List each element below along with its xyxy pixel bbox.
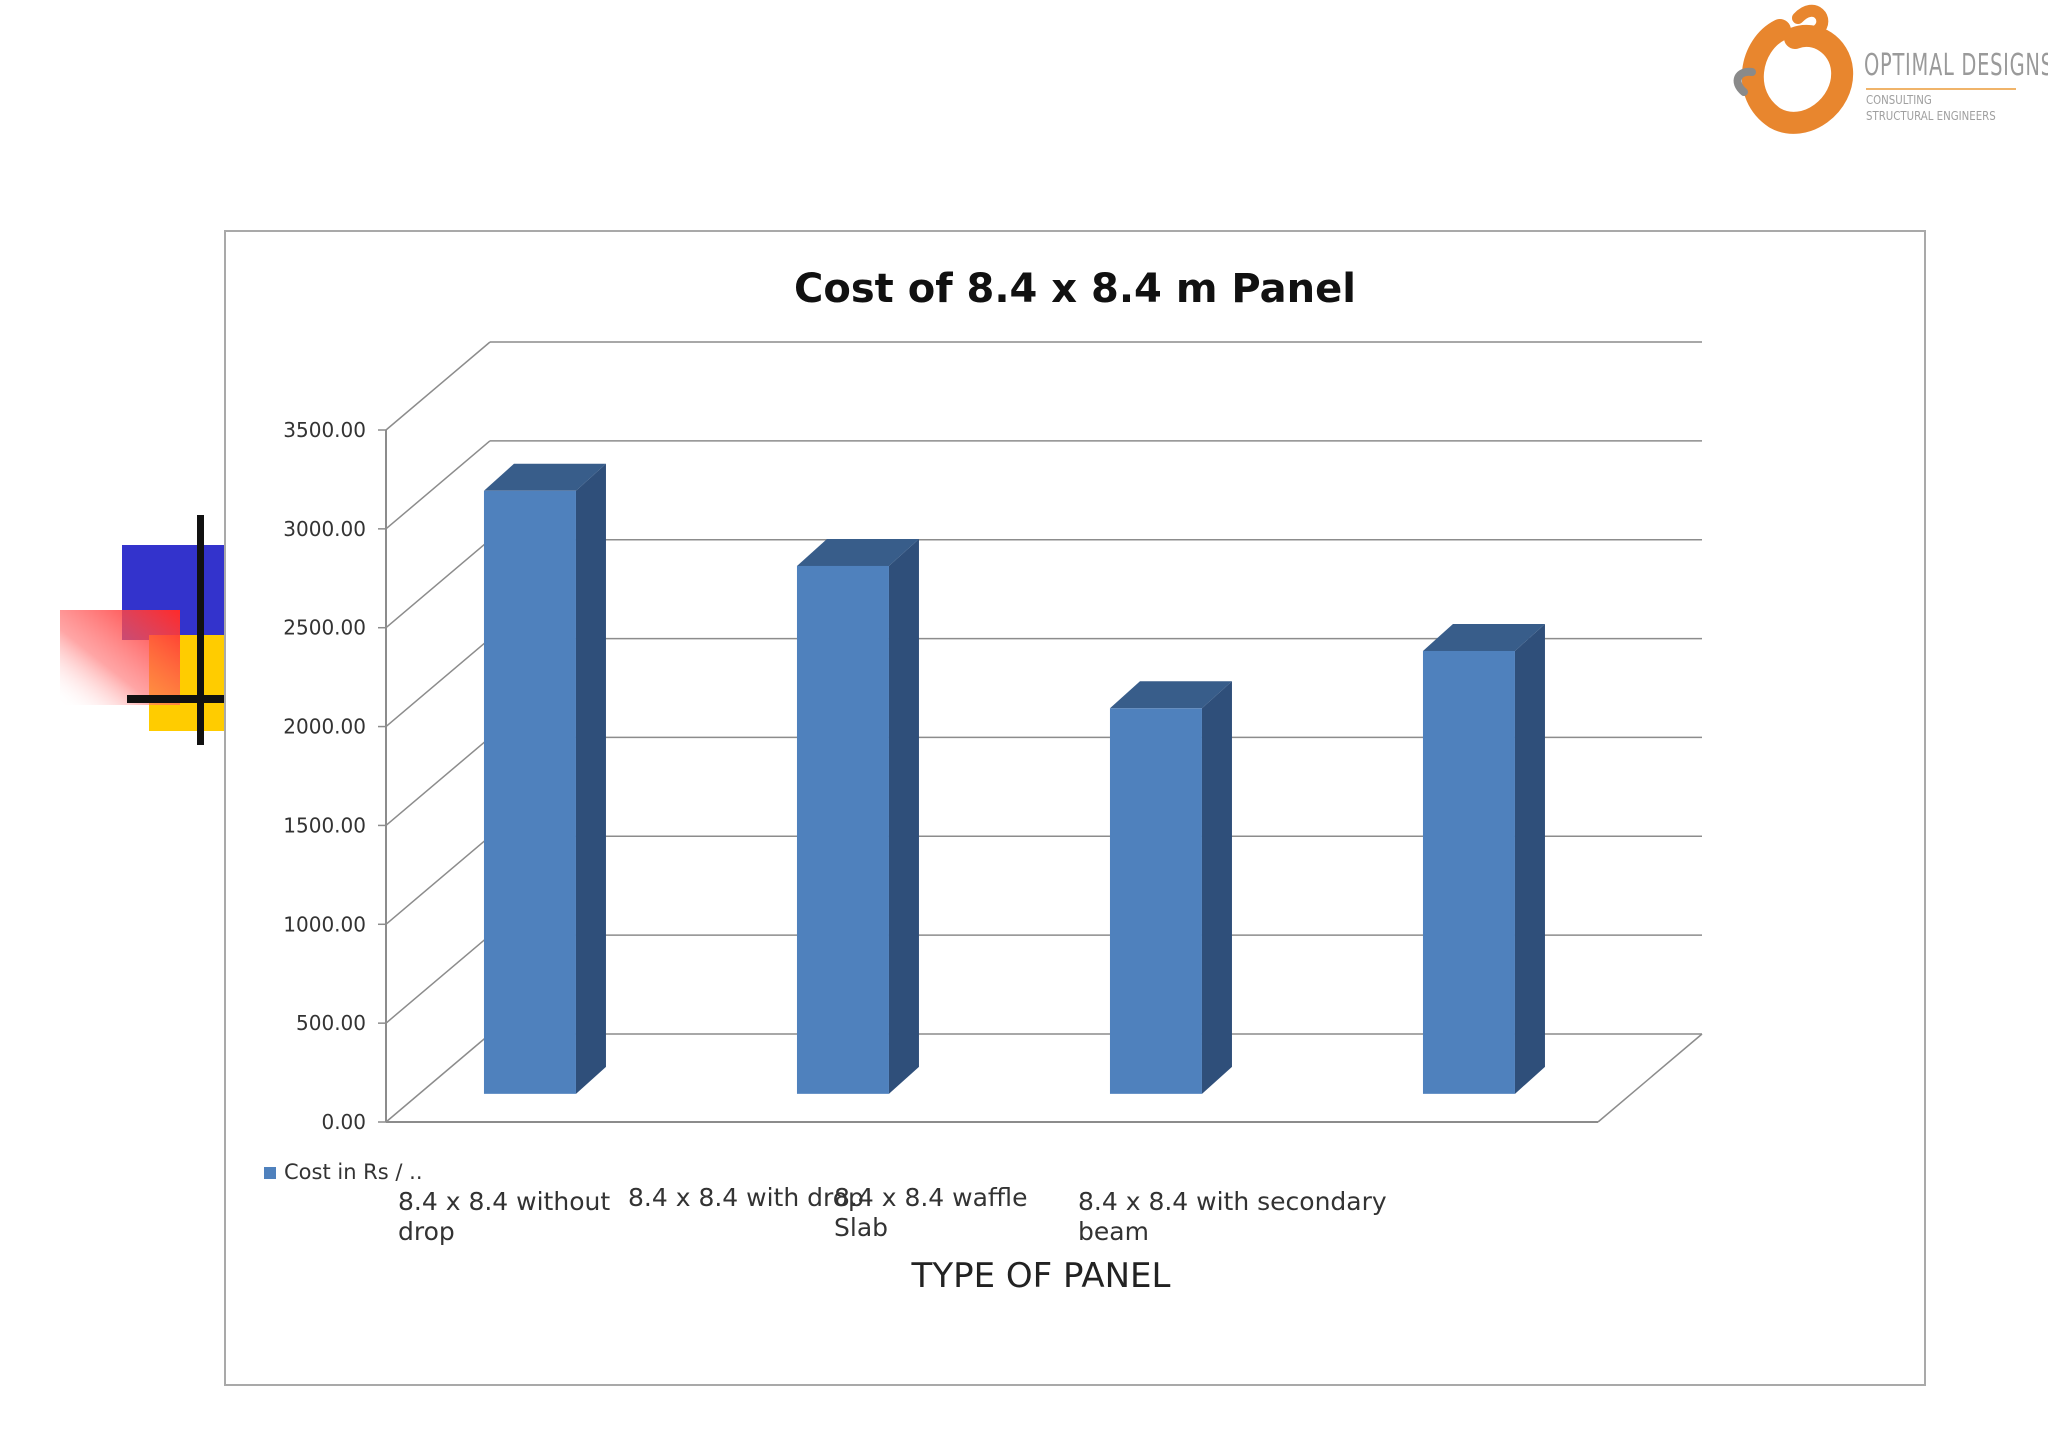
x-category-label-line: 8.4 x 8.4 waffle xyxy=(834,1183,1027,1212)
y-tick-label: 3000.00 xyxy=(283,517,366,541)
red-gradient-square xyxy=(60,610,180,705)
bar-4 xyxy=(1422,623,1545,1094)
bar-top-face xyxy=(1109,681,1232,709)
bar-1 xyxy=(483,463,606,1094)
x-category-label: 8.4 x 8.4 without drop xyxy=(398,1187,610,1246)
bars xyxy=(483,463,1545,1094)
logo-title: OPTIMAL DESIGNS xyxy=(1864,48,2048,83)
bar-front-face xyxy=(1422,650,1515,1094)
x-category-label-line: 8.4 x 8.4 without xyxy=(398,1187,610,1216)
side-gridline xyxy=(385,835,491,925)
bar-3 xyxy=(1109,681,1232,1094)
x-category-label: 8.4 x 8.4 with drop xyxy=(628,1183,864,1212)
chart-title: Cost of 8.4 x 8.4 m Panel xyxy=(794,266,1356,312)
y-tick-label: 500.00 xyxy=(296,1011,366,1035)
company-logo: OPTIMAL DESIGNS CONSULTING STRUCTURAL EN… xyxy=(1720,0,2048,140)
bar-front-face xyxy=(796,565,889,1094)
bar-side-face xyxy=(1201,681,1232,1094)
chart: Cost of 8.4 x 8.4 m Panel 0.00 500.00 1000… xyxy=(264,266,1703,1296)
y-tick-label: 1000.00 xyxy=(283,912,366,936)
side-gridline xyxy=(385,637,491,728)
bar-side-face xyxy=(575,463,606,1094)
logo-divider xyxy=(1866,88,2016,90)
x-category-label-line: drop xyxy=(398,1217,455,1246)
side-gridline xyxy=(385,934,491,1024)
y-tick-label: 0.00 xyxy=(321,1110,366,1134)
bar-top-face xyxy=(483,463,606,491)
legend-swatch xyxy=(264,1167,276,1179)
bar-front-face xyxy=(483,490,576,1094)
x-category-label-line: 8.4 x 8.4 with secondary xyxy=(1078,1187,1387,1216)
floor-left-edge xyxy=(385,1033,491,1123)
y-tick-label: 3500.00 xyxy=(283,418,366,442)
horizontal-bar xyxy=(127,695,224,703)
chart-frame: Cost of 8.4 x 8.4 m Panel 0.00 500.00 1000… xyxy=(224,230,1926,1386)
side-gridline xyxy=(385,736,491,827)
vertical-bar xyxy=(197,515,204,745)
side-gridline xyxy=(385,440,491,530)
x-category-label-line: beam xyxy=(1078,1217,1149,1246)
bar-top-face xyxy=(796,538,919,566)
y-tick-label: 2500.00 xyxy=(283,616,366,640)
bar-side-face xyxy=(1514,623,1545,1094)
x-category-label-line: 8.4 x 8.4 with drop xyxy=(628,1183,864,1212)
decorative-squares xyxy=(60,515,224,745)
y-tick-label: 2000.00 xyxy=(283,715,366,739)
logo-subtitle: CONSULTING STRUCTURAL ENGINEERS xyxy=(1866,93,1996,123)
x-category-label-line: Slab xyxy=(834,1213,888,1242)
logo-mark-icon xyxy=(1733,4,1854,134)
side-gridline xyxy=(385,341,491,431)
bar-side-face xyxy=(888,538,919,1094)
side-gridline xyxy=(385,539,491,629)
x-axis-title: TYPE OF PANEL xyxy=(911,1256,1171,1296)
bar-2 xyxy=(796,538,919,1094)
x-category-label: 8.4 x 8.4 with secondary beam xyxy=(1078,1187,1387,1246)
bar-top-face xyxy=(1422,623,1545,651)
x-category-label: 8.4 x 8.4 waffle Slab xyxy=(834,1183,1027,1242)
x-axis-categories: 8.4 x 8.4 without drop 8.4 x 8.4 with drop… xyxy=(398,1183,1387,1246)
legend-label: Cost in Rs / .. xyxy=(284,1160,423,1184)
floor-right-edge xyxy=(1597,1033,1703,1123)
y-axis-ticks: 0.00 500.00 1000.00 1500.00 2000.00 2500.00 30… xyxy=(283,418,386,1134)
y-tick-label: 1500.00 xyxy=(283,813,366,837)
legend: Cost in Rs / .. xyxy=(264,1160,423,1184)
bar-front-face xyxy=(1109,708,1202,1094)
